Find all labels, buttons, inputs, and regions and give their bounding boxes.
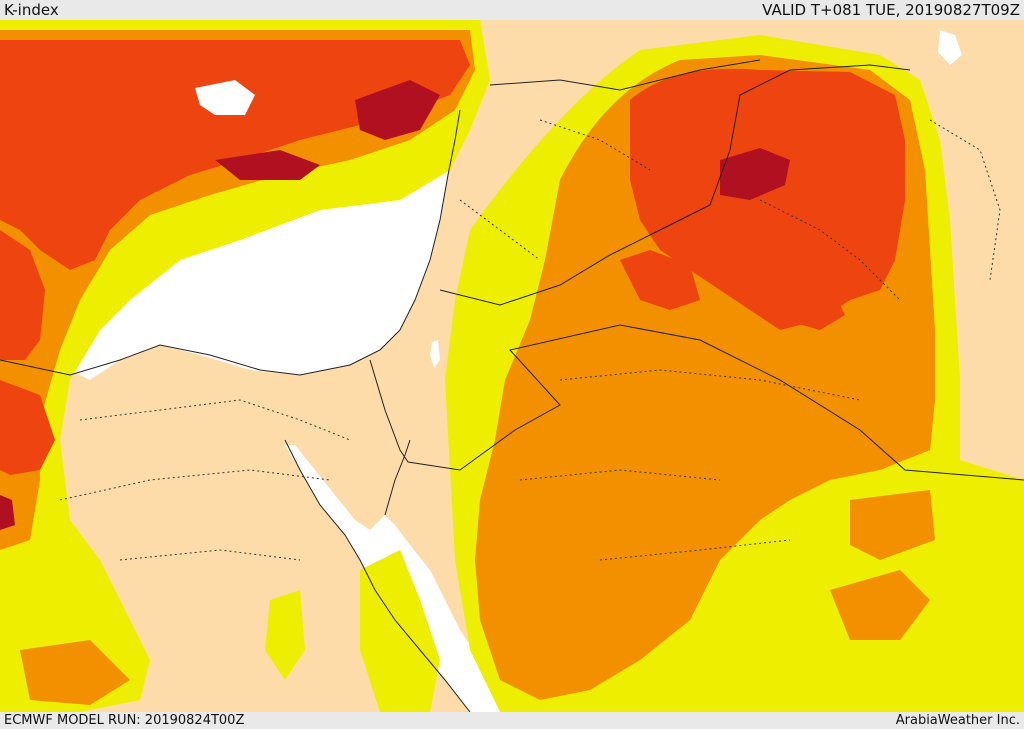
country-borders <box>369 59 1024 481</box>
caspian-edge <box>938 30 962 65</box>
k-index-level-4 <box>0 80 790 530</box>
valid-time: VALID T+081 TUE, 20190827T09Z <box>762 1 1020 19</box>
credit-label: ArabiaWeather Inc. <box>895 713 1020 728</box>
footer-bar: ECMWF MODEL RUN: 20190824T00Z ArabiaWeat… <box>0 712 1024 729</box>
k-index-map <box>0 20 1024 712</box>
dead-sea <box>430 340 440 368</box>
coastlines <box>0 109 471 712</box>
low-k-area <box>195 80 255 115</box>
title-bar: K-index VALID T+081 TUE, 20190827T09Z <box>0 0 1024 20</box>
map-area <box>0 20 1024 712</box>
k-index-level-3 <box>0 40 905 475</box>
province-borders <box>59 119 1001 561</box>
model-run-label: ECMWF MODEL RUN: 20190824T00Z <box>4 713 245 728</box>
map-title: K-index <box>4 1 59 19</box>
